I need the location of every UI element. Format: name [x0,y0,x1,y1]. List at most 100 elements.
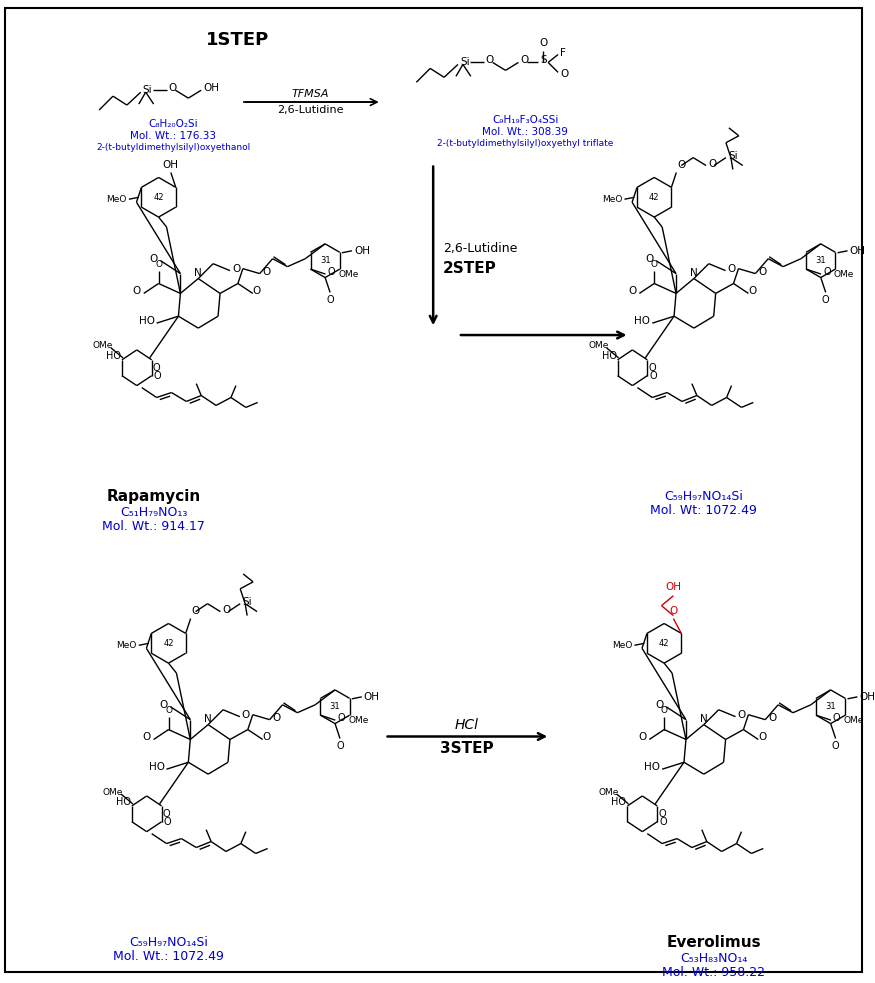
Text: OMe: OMe [348,716,368,724]
Text: 2-(t-butyldimethylsilyl)oxyethanol: 2-(t-butyldimethylsilyl)oxyethanol [96,144,250,152]
Text: OMe: OMe [598,787,619,796]
Text: OMe: OMe [93,341,113,351]
Text: O: O [823,267,830,277]
Text: MeO: MeO [116,641,136,650]
Text: O: O [638,732,647,742]
Text: HO: HO [138,317,155,326]
Text: OH: OH [364,692,380,702]
Text: Si: Si [143,86,152,95]
Text: Si: Si [728,150,738,160]
Text: 31: 31 [330,702,340,712]
Text: O: O [232,263,241,273]
Text: O: O [152,363,160,373]
Text: Si: Si [460,57,470,68]
Text: 31: 31 [320,257,331,265]
Text: TFMSA: TFMSA [291,89,329,99]
Text: OMe: OMe [834,269,854,278]
Text: 1STEP: 1STEP [206,30,270,49]
Text: O: O [326,296,334,306]
Text: O: O [728,263,736,273]
Text: S: S [540,55,547,66]
Text: HCl: HCl [455,718,479,731]
Text: 3STEP: 3STEP [440,741,493,756]
Text: O: O [651,260,658,268]
Text: N: N [700,714,708,723]
Text: O: O [654,700,663,710]
Text: OH: OH [203,84,220,93]
Text: MeO: MeO [602,195,622,203]
Text: O: O [222,605,231,614]
Text: O: O [163,809,171,819]
Text: O: O [659,817,667,827]
Text: O: O [262,732,271,742]
Text: 31: 31 [816,257,826,265]
Text: O: O [833,713,841,723]
Text: 42: 42 [649,193,660,202]
Text: HO: HO [116,797,131,807]
Text: 2-(t-butyldimethylsilyl)oxyethyl triflate: 2-(t-butyldimethylsilyl)oxyethyl triflat… [438,140,613,148]
Text: C₈H₂₀O₂Si: C₈H₂₀O₂Si [149,119,199,129]
Text: OH: OH [665,582,682,592]
Text: O: O [658,809,666,819]
Text: OMe: OMe [102,787,122,796]
Text: O: O [822,296,830,306]
Text: OH: OH [163,159,178,169]
Text: C₅₃H₈₃NO₁₄: C₅₃H₈₃NO₁₄ [680,953,747,965]
Text: O: O [150,254,157,263]
Text: O: O [262,266,271,276]
Text: N: N [204,714,212,723]
Text: O: O [327,267,335,277]
Text: N: N [194,267,202,277]
Text: O: O [669,606,677,615]
Text: 42: 42 [164,639,174,648]
Text: O: O [132,286,141,297]
Text: 2STEP: 2STEP [443,261,497,276]
Text: O: O [661,706,668,715]
Text: HO: HO [644,762,660,773]
Text: O: O [159,700,167,710]
Text: O: O [738,710,746,720]
Text: Mol. Wt.: 1072.49: Mol. Wt.: 1072.49 [113,950,224,963]
Text: O: O [708,158,717,168]
Text: Mol. Wt.: 308.39: Mol. Wt.: 308.39 [482,127,568,137]
Text: Mol. Wt.: 176.33: Mol. Wt.: 176.33 [130,131,216,141]
Text: HO: HO [106,351,121,361]
Text: O: O [748,286,757,297]
Text: C₉H₁₉F₃O₄SSi: C₉H₁₉F₃O₄SSi [492,115,558,125]
Text: O: O [155,260,162,268]
Text: O: O [759,266,766,276]
Text: Mol. Wt.: 958.22: Mol. Wt.: 958.22 [662,966,766,979]
Text: O: O [169,84,177,93]
Text: 2,6-Lutidine: 2,6-Lutidine [443,242,517,256]
Text: Everolimus: Everolimus [667,935,761,951]
Text: O: O [768,713,776,723]
Text: O: O [337,713,345,723]
Text: O: O [192,606,200,615]
Text: HO: HO [601,351,617,361]
Text: Mol. Wt: 1072.49: Mol. Wt: 1072.49 [650,504,757,517]
Text: O: O [242,710,250,720]
Text: C₅₉H₉₇NO₁₄Si: C₅₉H₉₇NO₁₄Si [664,491,743,503]
Text: 42: 42 [153,193,164,202]
Text: 42: 42 [659,639,669,648]
Text: O: O [164,817,172,827]
Text: OH: OH [354,246,370,256]
Text: O: O [273,713,281,723]
Text: O: O [143,732,150,742]
Text: 2,6-Lutidine: 2,6-Lutidine [277,105,344,115]
Text: HO: HO [634,317,650,326]
Text: OMe: OMe [844,716,864,724]
Text: O: O [539,37,548,47]
Text: OMe: OMe [588,341,609,351]
Text: O: O [560,70,568,80]
Text: HO: HO [149,762,164,773]
Text: O: O [677,159,686,169]
Text: OH: OH [850,246,865,256]
Text: O: O [486,55,494,66]
Text: Mol. Wt.: 914.17: Mol. Wt.: 914.17 [102,520,205,533]
Text: Rapamycin: Rapamycin [107,490,200,504]
Text: O: O [521,55,528,66]
Text: HO: HO [612,797,626,807]
Text: O: O [645,254,654,263]
Text: Si: Si [242,597,252,607]
